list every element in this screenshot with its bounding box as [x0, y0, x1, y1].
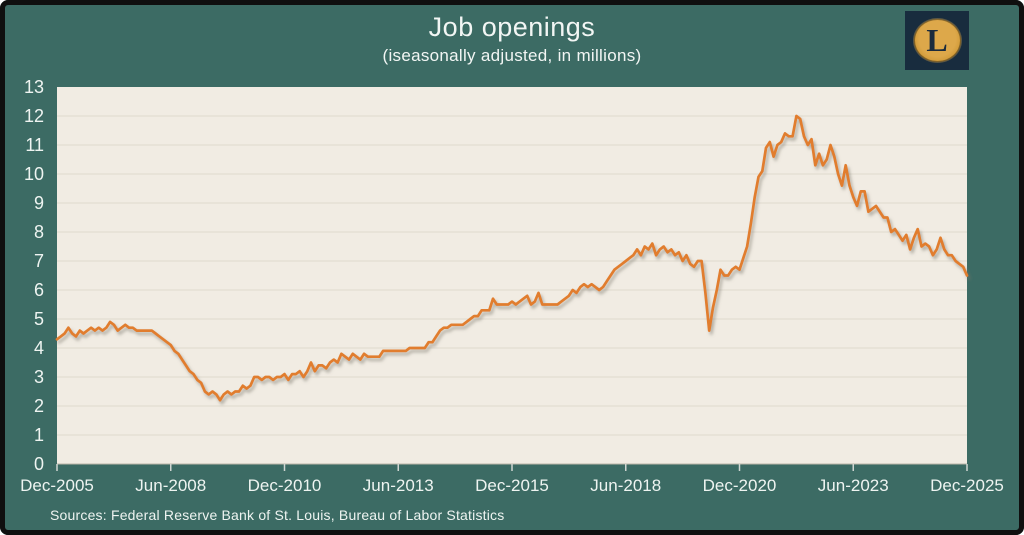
x-tick-label: Jun-2018	[590, 476, 661, 495]
y-tick-label: 11	[25, 135, 44, 155]
plot-area	[57, 87, 967, 464]
job-openings-line	[55, 114, 969, 402]
brand-logo-circle-icon: L	[913, 19, 961, 62]
x-tick-label: Dec-2005	[20, 476, 94, 495]
y-tick-label: 9	[34, 193, 44, 213]
x-tick-label: Jun-2008	[135, 476, 206, 495]
y-tick-label: 13	[24, 77, 44, 97]
y-tick-label: 5	[34, 309, 44, 329]
sources-note: Sources: Federal Reserve Bank of St. Lou…	[50, 507, 505, 523]
brand-logo: L	[905, 11, 969, 70]
x-tick-label: Dec-2020	[703, 476, 777, 495]
x-tick-label: Jun-2013	[363, 476, 434, 495]
x-tick-label: Dec-2010	[248, 476, 322, 495]
y-tick-label: 6	[34, 280, 44, 300]
y-tick-label: 0	[34, 454, 44, 474]
y-tick-label: 2	[34, 396, 44, 416]
x-tick-label: Dec-2015	[475, 476, 549, 495]
y-tick-label: 7	[34, 251, 44, 271]
y-tick-label: 4	[34, 338, 44, 358]
y-tick-label: 1	[34, 425, 44, 445]
y-tick-label: 8	[34, 222, 44, 242]
y-tick-label: 3	[34, 367, 44, 387]
y-tick-label: 12	[24, 106, 44, 126]
x-tick-label: Dec-2025	[930, 476, 1004, 495]
x-tick-label: Jun-2023	[818, 476, 889, 495]
brand-logo-letter: L	[926, 21, 948, 58]
y-tick-label: 10	[24, 164, 44, 184]
